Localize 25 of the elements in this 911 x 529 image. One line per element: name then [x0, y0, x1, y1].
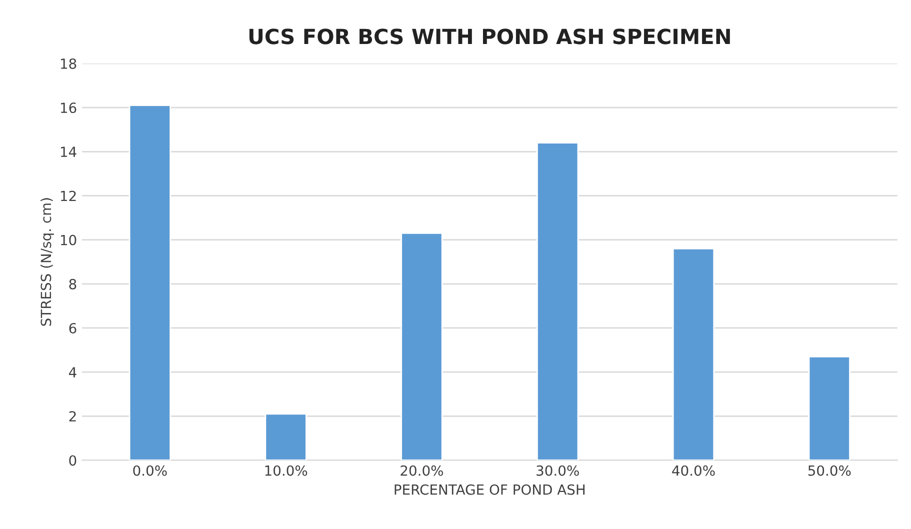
- bar: [400, 232, 443, 460]
- x-axis-title: PERCENTAGE OF POND ASH: [394, 484, 585, 495]
- chart-title: UCS FOR BCS WITH POND ASH SPECIMEN: [249, 28, 730, 44]
- y-tick-label: 0: [69, 455, 76, 466]
- bar: [264, 413, 307, 460]
- y-tick-label: 12: [60, 190, 76, 202]
- y-tick-label: 10: [60, 234, 76, 246]
- x-tick-label: 20.0%: [400, 465, 444, 476]
- y-tick-label: 2: [69, 411, 76, 422]
- bar: [672, 248, 715, 460]
- x-tick-label: 30.0%: [536, 465, 579, 476]
- bar: [536, 142, 579, 460]
- y-tick-label: 6: [69, 322, 76, 334]
- y-tick-label: 8: [69, 278, 76, 290]
- x-tick-label: 50.0%: [808, 465, 851, 476]
- bar: [128, 104, 172, 460]
- y-tick-label: 18: [60, 58, 76, 69]
- x-tick-label: 0.0%: [133, 465, 167, 476]
- y-tick-label: 14: [60, 146, 76, 157]
- bar: [808, 356, 850, 460]
- y-axis-title: STRESS (N/sq. cm): [40, 198, 54, 326]
- y-tick-label: 4: [68, 367, 76, 378]
- x-tick-label: 40.0%: [672, 465, 715, 476]
- y-tick-label: 16: [60, 102, 76, 114]
- x-tick-label: 10.0%: [265, 465, 308, 476]
